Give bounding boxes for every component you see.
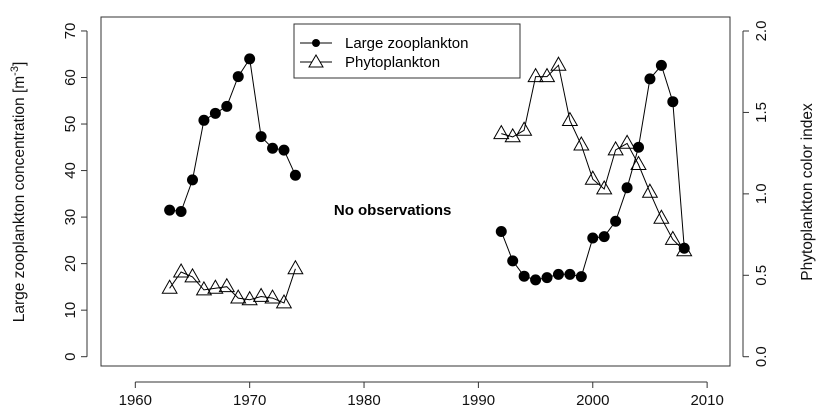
data-point-phytoplankton — [538, 67, 556, 83]
series-phytoplankton — [161, 56, 693, 309]
data-point-large-zooplankton — [610, 215, 622, 227]
y-right-tick-label: 0.5 — [753, 265, 770, 286]
y-axis-left-title-superscript: -3 — [9, 66, 21, 76]
series-large-zooplankton — [164, 53, 690, 286]
y-left-tick-label: 50 — [62, 116, 79, 133]
data-point-phytoplankton — [195, 280, 213, 296]
plot-frame — [100, 16, 731, 367]
y-right-tick-label: 1.0 — [753, 183, 770, 204]
y-axis-right: 0.0 0.5 1.0 1.5 2.0 — [742, 21, 770, 367]
data-point-phytoplankton — [561, 111, 579, 126]
data-point-large-zooplankton — [175, 206, 187, 218]
legend-label-phytoplankton: Phytoplankton — [345, 54, 440, 71]
data-point-phytoplankton — [550, 56, 567, 71]
legend-marker-zooplankton — [312, 39, 320, 47]
data-point-large-zooplankton — [164, 204, 176, 216]
data-point-phytoplankton — [275, 293, 293, 309]
data-point-large-zooplankton — [255, 131, 267, 143]
series-line-phytoplankton — [169, 268, 296, 304]
data-point-phytoplankton — [641, 183, 659, 198]
x-tick-label: 2000 — [576, 392, 609, 409]
data-point-phytoplankton — [595, 179, 613, 195]
data-point-large-zooplankton — [667, 96, 679, 108]
data-point-large-zooplankton — [552, 268, 564, 280]
y-axis-left-title: Large zooplankton concentration [m-3] — [9, 62, 28, 323]
y-right-tick-label: 0.0 — [753, 346, 770, 367]
y-right-tick-label: 2.0 — [753, 21, 770, 42]
data-point-phytoplankton — [618, 134, 636, 149]
data-point-phytoplankton — [630, 155, 647, 170]
data-point-large-zooplankton — [564, 268, 576, 280]
x-tick-label: 1990 — [462, 392, 495, 409]
data-point-large-zooplankton — [621, 182, 633, 194]
data-point-large-zooplankton — [278, 144, 290, 156]
data-point-large-zooplankton — [244, 53, 256, 65]
legend-box — [293, 23, 521, 79]
data-point-large-zooplankton — [655, 59, 667, 71]
data-point-phytoplankton — [676, 241, 693, 257]
y-axis-left: 0 10 20 30 40 50 60 70 — [62, 23, 88, 361]
data-point-phytoplankton — [653, 209, 670, 224]
data-point-phytoplankton — [493, 124, 510, 140]
y-left-tick-label: 0 — [62, 353, 79, 361]
legend-marker-phytoplankton — [308, 54, 324, 68]
data-point-large-zooplankton — [530, 274, 542, 286]
y-axis-left-title-main: Large zooplankton concentration [m — [11, 76, 28, 322]
data-point-large-zooplankton — [575, 271, 587, 283]
data-point-phytoplankton — [584, 170, 601, 185]
data-point-phytoplankton — [184, 267, 201, 283]
data-point-large-zooplankton — [267, 142, 279, 154]
data-point-large-zooplankton — [518, 270, 530, 282]
data-point-phytoplankton — [527, 67, 544, 83]
data-point-phytoplankton — [230, 289, 247, 304]
series-layer — [161, 53, 693, 309]
legend-label-zooplankton: Large zooplankton — [345, 35, 468, 52]
data-point-phytoplankton — [264, 289, 281, 304]
data-point-large-zooplankton — [541, 272, 553, 284]
y-left-tick-label: 30 — [62, 209, 79, 226]
data-point-phytoplankton — [573, 135, 590, 151]
x-axis: 1960 1970 1980 1990 2000 2010 — [119, 381, 724, 409]
x-tick-label: 1970 — [233, 392, 266, 409]
data-point-large-zooplankton — [232, 71, 244, 83]
data-point-large-zooplankton — [186, 174, 198, 186]
data-point-large-zooplankton — [644, 73, 656, 85]
data-point-large-zooplankton — [633, 141, 645, 153]
legend: Large zooplankton Phytoplankton — [293, 23, 521, 79]
y-axis-right-title: Phytoplankton color index — [799, 103, 816, 281]
y-axis-left-title-close: ] — [11, 62, 28, 66]
data-point-phytoplankton — [252, 287, 270, 302]
data-point-phytoplankton — [172, 262, 190, 278]
data-point-phytoplankton — [287, 259, 304, 275]
data-point-phytoplankton — [207, 279, 224, 294]
data-point-large-zooplankton — [598, 231, 610, 243]
data-point-phytoplankton — [218, 277, 236, 293]
data-point-phytoplankton — [664, 230, 682, 245]
data-point-large-zooplankton — [289, 169, 301, 181]
data-point-phytoplankton — [161, 279, 178, 294]
data-point-large-zooplankton — [678, 242, 690, 254]
y-left-tick-label: 60 — [62, 69, 79, 86]
y-left-tick-label: 20 — [62, 255, 79, 272]
y-left-tick-label: 10 — [62, 302, 79, 319]
y-left-tick-label: 70 — [62, 23, 79, 40]
data-point-phytoplankton — [241, 290, 258, 306]
data-point-large-zooplankton — [198, 114, 210, 126]
y-left-tick-label: 40 — [62, 162, 79, 179]
data-point-large-zooplankton — [209, 107, 221, 119]
data-point-large-zooplankton — [587, 232, 599, 244]
data-point-large-zooplankton — [495, 226, 507, 238]
data-point-large-zooplankton — [221, 100, 233, 112]
x-tick-label: 1960 — [119, 392, 152, 409]
data-point-phytoplankton — [515, 121, 533, 136]
data-point-large-zooplankton — [507, 255, 519, 267]
x-tick-label: 1980 — [347, 392, 380, 409]
x-tick-label: 2010 — [690, 392, 723, 409]
annotation-no-observations: No observations — [334, 202, 452, 219]
y-right-tick-label: 1.5 — [753, 102, 770, 123]
series-line-phytoplankton — [501, 64, 685, 252]
